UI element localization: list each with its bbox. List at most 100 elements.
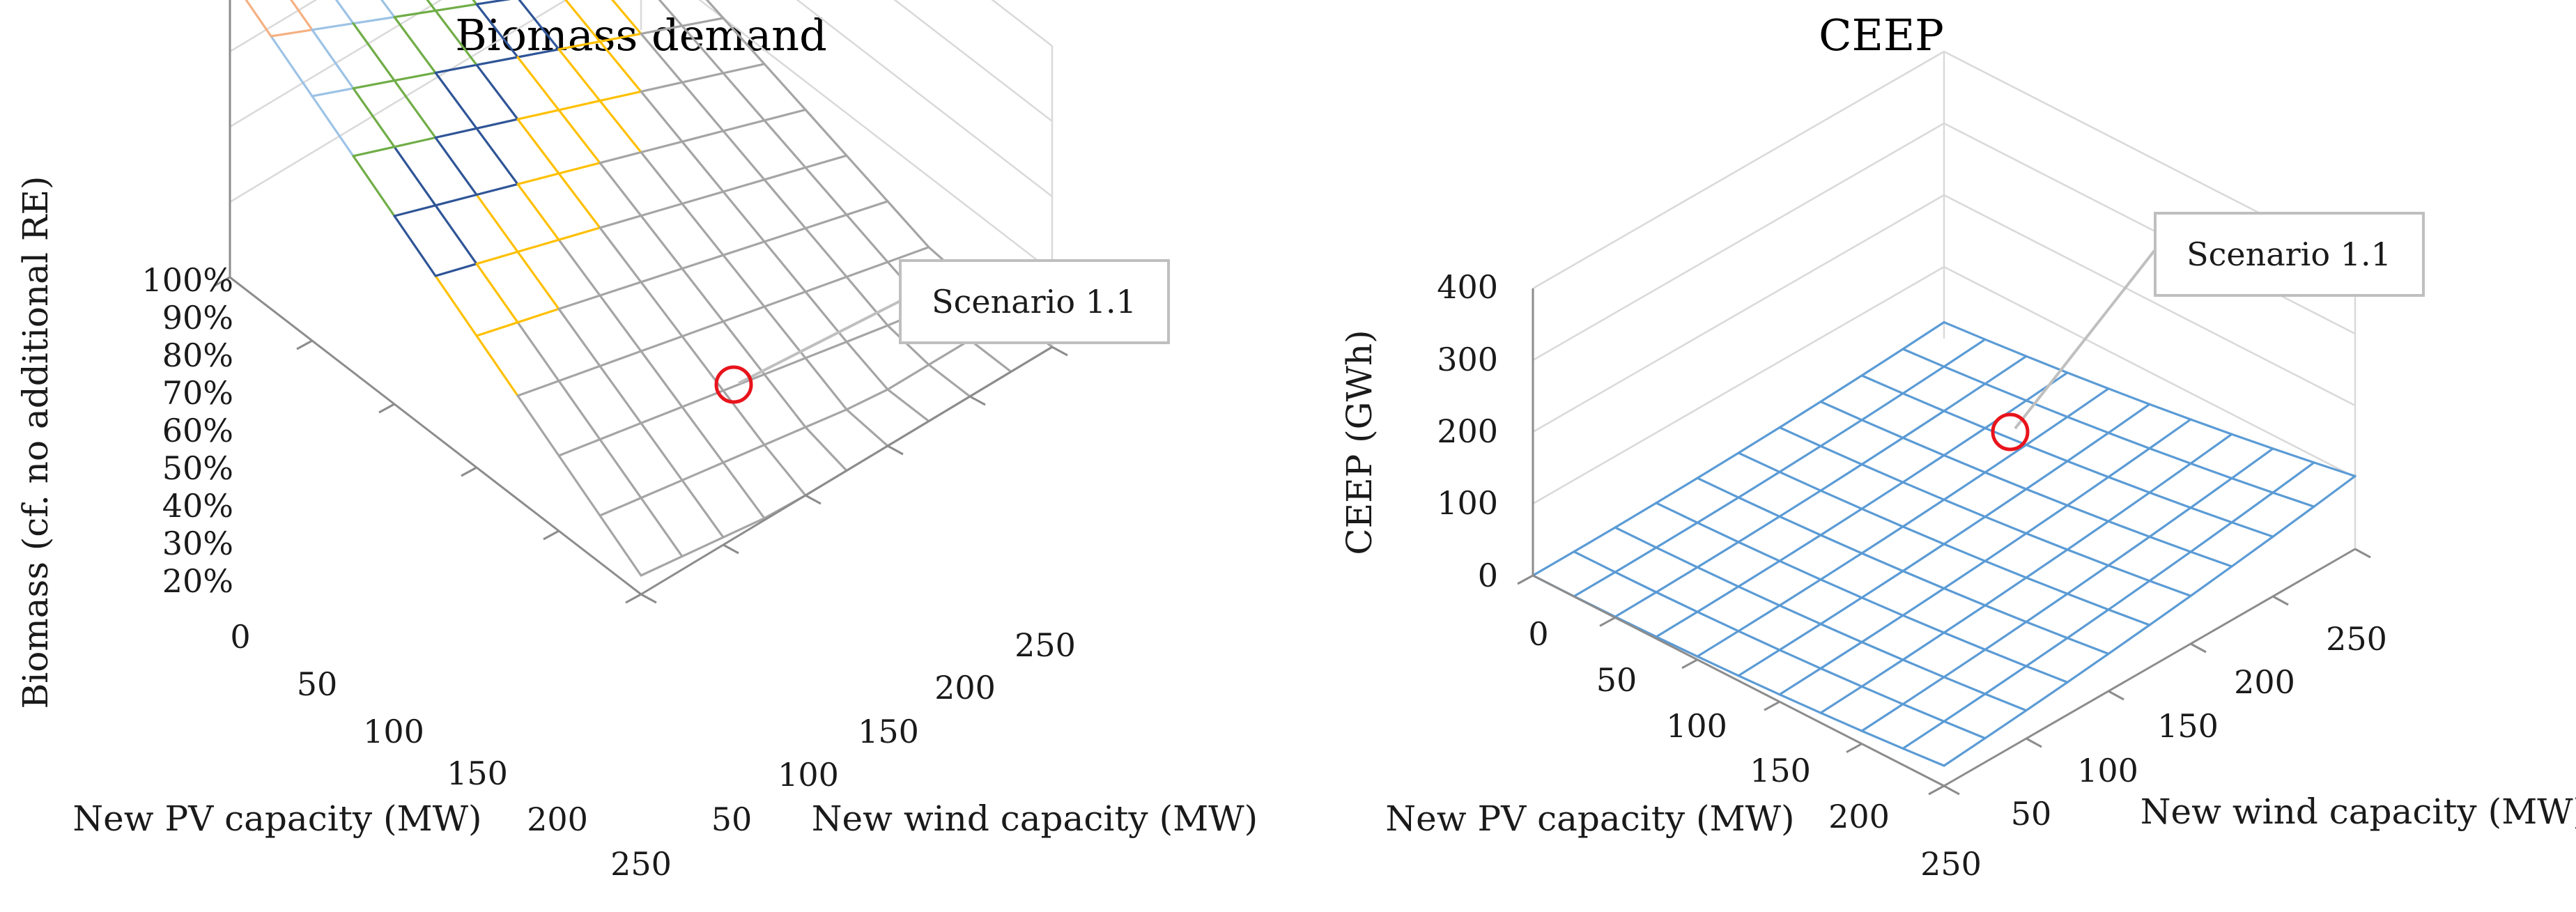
surface-gridline	[658, 0, 684, 27]
surface-gridline	[722, 254, 766, 308]
surface-gridline	[2272, 461, 2315, 494]
surface-gridline	[475, 193, 519, 253]
surface-gridline	[1943, 365, 1987, 385]
surface-gridline	[1943, 693, 1987, 723]
surface-gridline	[380, 0, 396, 19]
surface-gridline	[1737, 649, 1781, 677]
surface-gridline	[1860, 419, 1904, 440]
biomass-wind-tick: 50	[711, 801, 753, 838]
surface-gridline	[722, 240, 766, 256]
surface-gridline	[311, 87, 355, 98]
surface-gridline	[681, 405, 725, 464]
wind-axis-tick	[1051, 346, 1068, 357]
surface-gridline	[599, 438, 642, 500]
surface-gridline	[1860, 703, 1904, 732]
surface-gridline	[393, 71, 437, 82]
surface-gridline	[1778, 489, 1822, 518]
surface-gridline	[2230, 433, 2274, 450]
surface-gridline	[1984, 516, 2028, 535]
surface-gridline	[2148, 535, 2192, 553]
wind-axis-tick	[2026, 737, 2042, 748]
pv-axis-tick	[1599, 617, 1616, 627]
surface-gridline	[2025, 488, 2069, 507]
surface-gridline	[1819, 640, 1863, 670]
surface-gridline	[886, 200, 930, 249]
surface-gridline	[557, 109, 601, 164]
ceep-pv-ticks: 0 50 100 150 200 250	[1528, 615, 1982, 883]
surface-gridline	[1860, 481, 1904, 510]
pv-axis-tick	[296, 339, 313, 350]
ceep-annotation-box	[2154, 212, 2425, 297]
surface-gridline	[1737, 585, 1781, 607]
pv-axis-line	[229, 276, 642, 596]
surface-gridline	[1860, 436, 1904, 466]
surface-gridline	[1943, 410, 1987, 430]
biomass-z-tick: 100%	[141, 261, 233, 299]
surface-gridline	[1819, 552, 1863, 581]
surface-gridline	[763, 240, 807, 293]
surface-gridline	[886, 324, 930, 366]
surface-gridline	[722, 72, 766, 122]
biomass-wind-tick: 100	[778, 756, 839, 794]
surface-gridline	[1696, 630, 1740, 658]
surface-gridline	[1655, 502, 1699, 524]
surface-gridline	[1696, 585, 1740, 613]
surface-gridline	[640, 81, 684, 93]
ceep-pv-tick: 50	[1596, 661, 1637, 699]
surface-gridline	[289, 0, 314, 31]
pv-axis-tick	[1846, 743, 1862, 753]
surface-gridline	[475, 63, 519, 121]
surface-gridline	[1737, 604, 1781, 633]
surface-gridline	[2066, 387, 2110, 419]
surface-gridline	[516, 307, 560, 324]
surface-gridline	[1696, 477, 1740, 499]
surface-gridline	[1860, 658, 1904, 688]
surface-gridline	[722, 389, 766, 447]
surface-gridline	[1860, 392, 1904, 422]
surface-gridline	[722, 119, 766, 132]
surface-gridline	[681, 81, 725, 132]
biomass-annotation: Scenario 1.1	[714, 259, 1170, 404]
surface-gridline	[1902, 410, 1945, 440]
surface-gridline	[763, 166, 807, 181]
surface-gridline	[1696, 610, 1740, 633]
surface-gridline	[1778, 693, 1822, 714]
surface-gridline	[804, 357, 848, 411]
surface-gridline	[640, 479, 684, 500]
surface-gridline	[1655, 546, 1699, 569]
surface-gridline	[2107, 580, 2151, 611]
surface-gridline	[434, 71, 478, 130]
surface-gridline	[2230, 535, 2274, 568]
surface-gridline	[426, 0, 437, 12]
pv-axis-tick	[214, 276, 231, 287]
surface-gridline	[886, 246, 930, 263]
surface-gridline	[1984, 532, 2028, 562]
surface-gridline	[804, 108, 848, 157]
surface-gridline	[1984, 604, 2028, 624]
surface-gridline	[2313, 461, 2357, 478]
surface-gridline	[2107, 491, 2151, 523]
surface-gridline	[516, 394, 560, 457]
surface-gridline	[1902, 747, 1945, 767]
ceep-z-axis-label: CEEP (GWh)	[1339, 330, 1380, 555]
surface-gridline	[1860, 569, 1904, 599]
surface-gridline	[557, 40, 601, 51]
surface-gridline	[475, 250, 519, 265]
surface-gridline	[393, 215, 437, 277]
surface-gridline	[1737, 470, 1781, 499]
surface-gridline	[393, 136, 437, 148]
biomass-pv-tick: 250	[610, 845, 672, 883]
surface-gridline	[557, 172, 601, 229]
surface-gridline	[1778, 534, 1822, 562]
surface-gridline	[2066, 504, 2110, 523]
surface-gridline	[1984, 338, 2028, 357]
surface-gridline	[640, 405, 684, 424]
ceep-leader-line	[2014, 244, 2160, 430]
surface-gridline	[1737, 426, 1781, 454]
surface-gridline	[1984, 443, 2028, 474]
surface-gridline	[1655, 521, 1699, 549]
surface-gridline	[1984, 620, 2028, 651]
surface-gridline	[1943, 454, 1987, 474]
backwall-gridline	[1532, 50, 1945, 290]
ceep-scenario-marker	[1991, 412, 2030, 451]
